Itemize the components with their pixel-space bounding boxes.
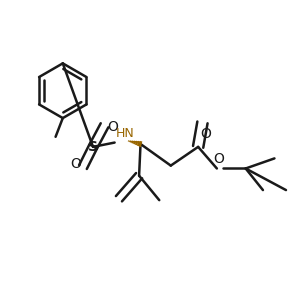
Text: HN: HN — [116, 127, 135, 140]
Text: O: O — [70, 157, 81, 171]
Text: O: O — [108, 120, 119, 134]
Text: O: O — [213, 151, 224, 166]
Text: O: O — [200, 127, 211, 141]
Text: S: S — [88, 140, 98, 154]
